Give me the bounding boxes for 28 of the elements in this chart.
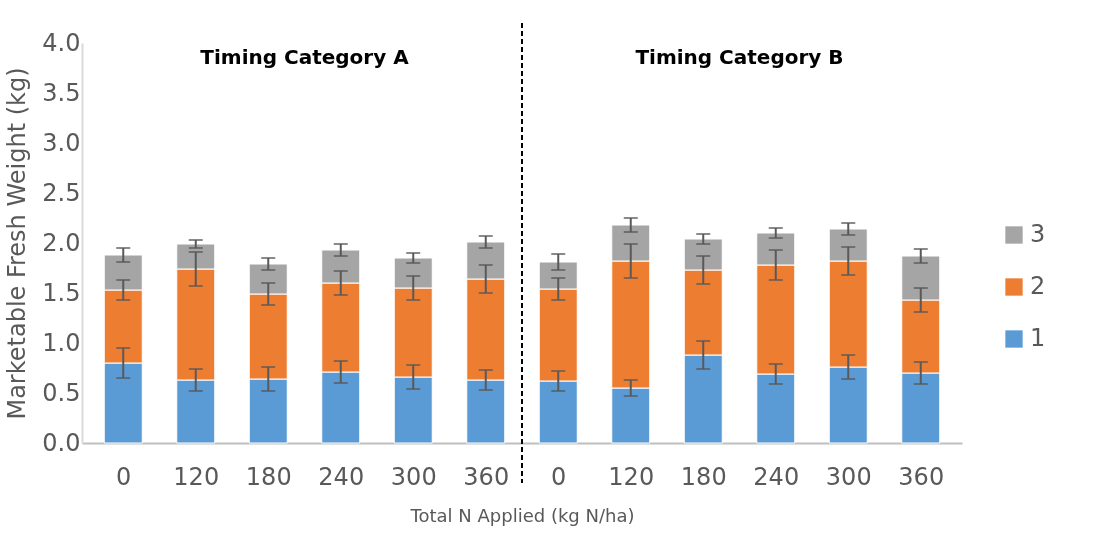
x-tick-label: 360 xyxy=(463,462,510,491)
annotation: Timing Category B xyxy=(635,45,844,69)
legend-label: 3 xyxy=(1030,220,1046,248)
y-tick-label: 3.0 xyxy=(42,128,81,157)
x-tick-label: 180 xyxy=(680,462,727,491)
x-tick-label: 300 xyxy=(825,462,872,491)
x-tick-label: 120 xyxy=(173,462,220,491)
y-tick-label: 2.5 xyxy=(42,178,81,207)
x-tick-label: 0 xyxy=(551,462,567,491)
x-tick-label: 240 xyxy=(318,462,365,491)
y-tick-label: 2.0 xyxy=(42,228,81,257)
y-tick-label: 1.0 xyxy=(42,328,81,357)
x-tick-label: 360 xyxy=(898,462,945,491)
y-tick-label: 3.5 xyxy=(42,78,81,107)
y-tick-label: 0.0 xyxy=(42,428,81,457)
annotation: Timing Category A xyxy=(200,45,410,69)
y-tick-label: 4.0 xyxy=(42,28,81,57)
y-axis-title: Marketable Fresh Weight (kg) xyxy=(3,67,32,420)
x-tick-label: 300 xyxy=(390,462,437,491)
x-tick-label: 0 xyxy=(116,462,132,491)
y-tick-label: 0.5 xyxy=(42,378,81,407)
x-axis-title: Total N Applied (kg N/ha) xyxy=(409,504,635,526)
x-tick-label: 240 xyxy=(753,462,800,491)
y-tick-label: 1.5 xyxy=(42,278,81,307)
x-tick-label: 180 xyxy=(245,462,292,491)
x-tick-label: 120 xyxy=(608,462,655,491)
legend-label: 1 xyxy=(1030,324,1046,352)
legend-label: 2 xyxy=(1030,272,1046,300)
